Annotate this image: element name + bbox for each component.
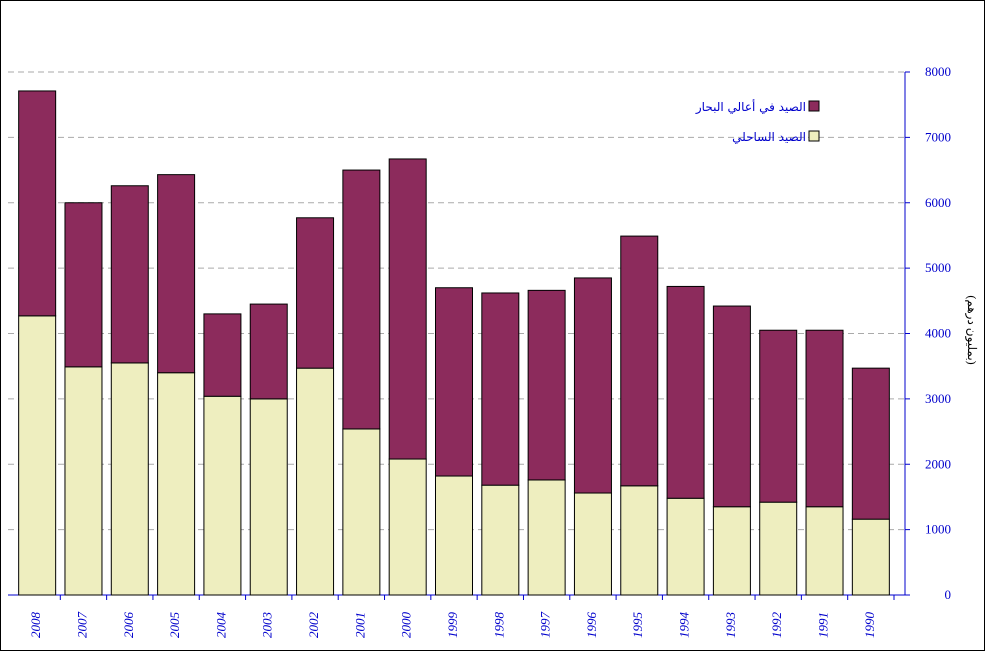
- y-tick-label: 1000: [925, 522, 951, 537]
- bar-segment: [481, 292, 520, 486]
- bar-segment: [18, 90, 57, 317]
- y-axis-label: (بمليون درهم): [965, 295, 979, 364]
- bar-segment: [805, 329, 844, 508]
- y-tick-label: 5000: [925, 260, 951, 275]
- bar-segment: [527, 289, 566, 481]
- x-tick-label: 1990: [862, 612, 877, 639]
- bar-segment: [620, 235, 659, 487]
- bar-segment: [573, 277, 612, 494]
- x-tick-label: 1996: [584, 612, 599, 639]
- y-tick-label: 7000: [925, 129, 951, 144]
- bar-segment: [620, 485, 659, 596]
- bar-segment: [759, 329, 798, 503]
- x-tick-label: 1992: [769, 612, 784, 639]
- bar-segment: [157, 174, 196, 374]
- x-tick-label: 2005: [167, 612, 182, 639]
- x-tick-label: 1993: [723, 612, 738, 639]
- x-tick-label: 2000: [399, 612, 414, 639]
- bar-segment: [851, 367, 890, 520]
- bar-segment: [110, 362, 149, 596]
- bar-segment: [157, 372, 196, 596]
- y-tick-label: 8000: [925, 64, 951, 79]
- x-tick-label: 2007: [74, 612, 89, 639]
- bar-segment: [110, 185, 149, 364]
- bar-segment: [435, 475, 473, 596]
- bar-segment: [296, 217, 335, 369]
- y-tick-label: 4000: [925, 326, 951, 341]
- y-tick-label: 6000: [925, 195, 951, 210]
- bar-segment: [342, 428, 381, 596]
- x-tick-label: 1991: [816, 612, 831, 638]
- legend-swatch: [808, 130, 820, 142]
- bar-segment: [759, 501, 798, 596]
- x-tick-label: 2002: [306, 612, 321, 639]
- bar-segment: [64, 366, 103, 596]
- bar-segment: [712, 506, 751, 596]
- bar-segment: [388, 158, 427, 460]
- legend-label: الصيد في أعالي البحار: [695, 99, 806, 115]
- x-tick-label: 1999: [445, 612, 460, 639]
- legend-label: الصيد الساحلي: [732, 130, 806, 144]
- bar-segment: [64, 202, 103, 368]
- bar-segment: [435, 287, 473, 477]
- x-tick-label: 2004: [213, 612, 228, 639]
- bar-segment: [342, 169, 381, 430]
- bar-segment: [388, 458, 427, 596]
- bar-segment: [851, 518, 890, 596]
- bar-segment: [296, 367, 335, 596]
- x-tick-label: 2001: [352, 612, 367, 638]
- y-tick-label: 0: [945, 587, 952, 602]
- bar-segment: [712, 305, 751, 508]
- legend-swatch: [808, 100, 820, 112]
- x-tick-label: 1997: [538, 612, 553, 639]
- x-tick-label: 2008: [28, 612, 43, 639]
- bar-segment: [481, 484, 520, 596]
- bar-segment: [249, 303, 288, 400]
- bar-segment: [805, 506, 844, 596]
- bar-segment: [249, 398, 288, 596]
- bar-segment: [203, 313, 242, 397]
- x-tick-label: 2006: [121, 612, 136, 639]
- y-tick-label: 3000: [925, 391, 951, 406]
- bar-segment: [666, 285, 705, 499]
- bar-segment: [527, 479, 566, 596]
- bar-segment: [573, 492, 612, 596]
- x-tick-label: 2003: [260, 612, 275, 639]
- bar-segment: [203, 395, 242, 596]
- x-tick-label: 1995: [630, 612, 645, 639]
- y-tick-label: 2000: [925, 456, 951, 471]
- bar-segment: [18, 315, 57, 596]
- x-tick-label: 1994: [677, 612, 692, 639]
- x-tick-label: 1998: [491, 612, 506, 639]
- bar-segment: [666, 497, 705, 596]
